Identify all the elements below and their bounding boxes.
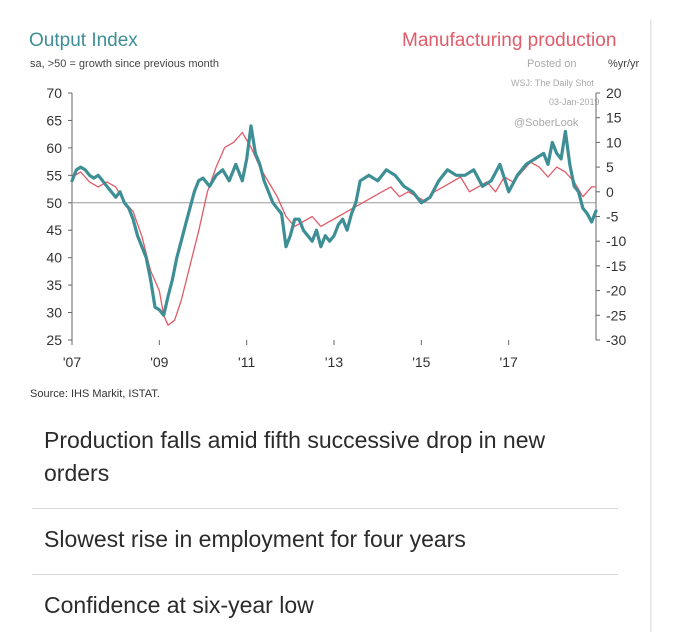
watermark-posted-on: Posted on xyxy=(527,58,577,70)
left-tick-label: 40 xyxy=(46,250,62,266)
right-tick-label: -20 xyxy=(606,283,626,299)
headline-1: Production falls amid fifth successive d… xyxy=(44,424,545,490)
left-tick-label: 45 xyxy=(46,222,62,238)
x-tick-label: '11 xyxy=(238,354,255,370)
headline-1-line-1: Production falls amid fifth successive d… xyxy=(44,427,546,453)
source-note: Source: IHS Markit, ISTAT. xyxy=(30,388,160,400)
left-axis-title: Output Index xyxy=(29,30,138,51)
left-tick-label: 70 xyxy=(46,85,62,101)
right-tick-label: 5 xyxy=(606,159,614,175)
headline-1-line-2: orders xyxy=(44,460,110,486)
right-tick-label: 20 xyxy=(606,85,622,101)
right-tick-label: -10 xyxy=(606,233,626,249)
left-tick-label: 50 xyxy=(46,195,62,211)
divider xyxy=(32,508,618,509)
watermark-date: 03-Jan-2019 xyxy=(549,97,600,107)
right-tick-label: 0 xyxy=(606,184,614,200)
right-tick-label: 15 xyxy=(606,110,622,126)
x-tick-label: '15 xyxy=(412,354,430,370)
x-tick-label: '17 xyxy=(500,354,518,370)
right-tick-label: -25 xyxy=(606,307,626,323)
x-tick-label: '09 xyxy=(150,354,168,370)
right-tick-label: -30 xyxy=(606,332,626,348)
left-tick-label: 30 xyxy=(46,305,62,321)
divider xyxy=(32,574,618,575)
series-line-output-index xyxy=(70,124,598,317)
right-axis-unit: %yr/yr xyxy=(608,58,640,70)
left-tick-label: 35 xyxy=(46,277,62,293)
line-chart: 25 30 35 40 45 50 55 60 65 70 -30 -25 -20 -15 -10 -5 0 5 1… xyxy=(46,85,626,370)
x-tick-label: '13 xyxy=(325,354,343,370)
watermark-handle: @SoberLook xyxy=(514,117,579,129)
left-tick-label: 25 xyxy=(46,332,62,348)
headline-3: Confidence at six-year low xyxy=(44,592,314,618)
series-line-manufacturing-production xyxy=(71,131,597,326)
chart-subtitle: sa, >50 = growth since previous month xyxy=(30,58,219,70)
right-tick-label: -5 xyxy=(606,209,619,225)
left-tick-label: 65 xyxy=(46,112,62,128)
right-tick-label: -15 xyxy=(606,258,626,274)
chart-card xyxy=(20,20,651,632)
x-tick-label: '07 xyxy=(63,354,81,370)
right-tick-label: 10 xyxy=(606,134,622,150)
right-axis-title: Manufacturing production xyxy=(402,30,617,51)
headline-2: Slowest rise in employment for four year… xyxy=(44,526,466,552)
left-tick-label: 55 xyxy=(46,167,62,183)
watermark-outlet: WSJ: The Daily Shot xyxy=(511,78,594,88)
left-tick-label: 60 xyxy=(46,140,62,156)
